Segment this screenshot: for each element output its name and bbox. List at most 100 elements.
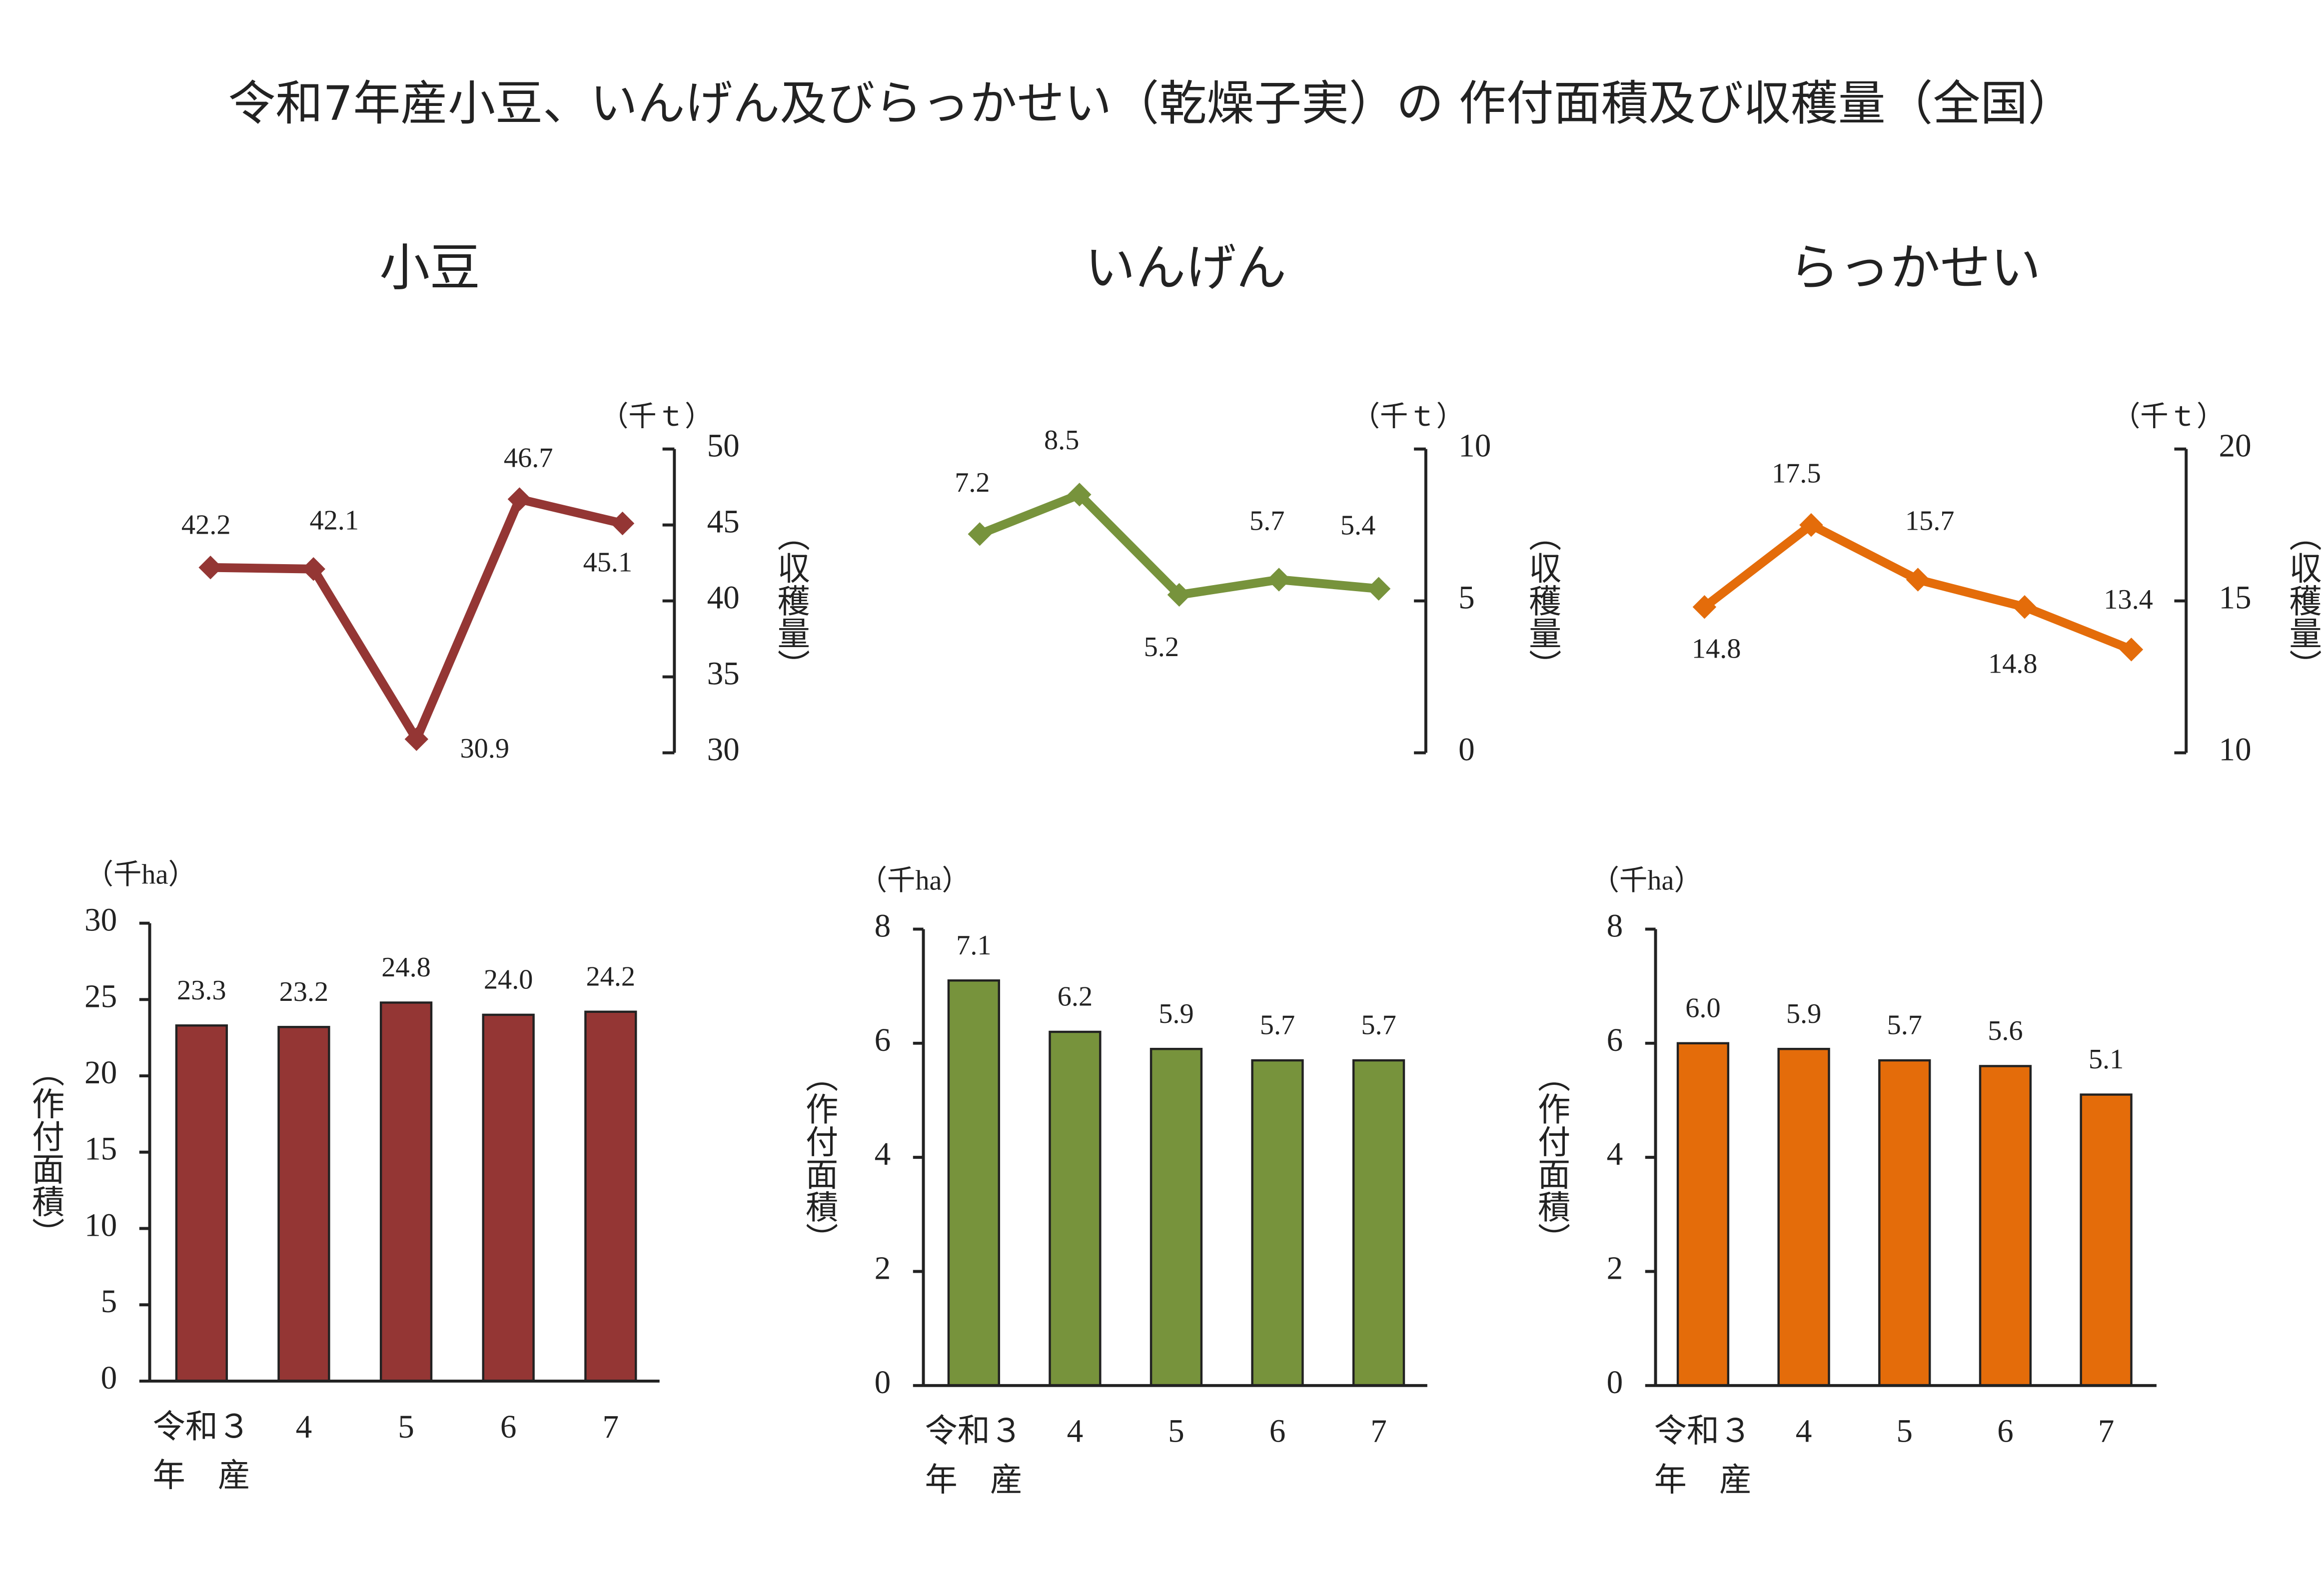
y-tick-label: 50 [707,428,740,464]
y-axis-label: （収穫量） [1523,519,1561,682]
marker [2013,595,2037,619]
x-tick-label: 6 [500,1409,517,1445]
value-label: 23.3 [177,975,226,1006]
y-unit: （千ha） [859,865,970,896]
y-unit: （千ｔ） [1352,401,1464,432]
value-label: 24.0 [484,964,533,995]
value-label: 5.1 [2089,1044,2124,1075]
value-label: 24.8 [381,952,431,983]
bar [1676,1042,1730,1387]
y-axis-label: （作付面積） [26,1054,64,1250]
y-tick-label: 30 [707,732,740,768]
y-tick-label: 45 [707,504,740,540]
y-tick-label: 0 [1607,1365,1623,1401]
y-tick-label: 20 [2219,428,2251,464]
y-tick-label: 20 [84,1055,117,1091]
y-unit: （千ｔ） [2112,401,2225,432]
bar [482,1013,535,1383]
x-tick-label: 令和３ [925,1414,1023,1450]
chart-title: らっかせい [1789,238,2041,297]
x-tick-label: 令和３ [152,1409,250,1445]
marker [1068,483,1092,507]
bar [1979,1065,2032,1387]
marker [2119,638,2144,662]
y-axis-label: （収穫量） [772,519,810,682]
y-tick-label: 25 [84,978,117,1014]
y-tick-label: 30 [84,902,117,938]
bar [2080,1093,2133,1387]
value-label: 7.2 [955,467,990,498]
value-label: 13.4 [2104,584,2153,615]
y-tick-label: 5 [1458,580,1475,616]
x-tick-label: 5 [1168,1414,1184,1450]
y-axis-label: （作付面積） [800,1059,838,1255]
y-tick-label: 4 [875,1136,891,1172]
value-label: 7.1 [956,930,991,961]
x-axis-label: 年 産 [925,1463,1023,1499]
y-tick-label: 10 [84,1207,117,1243]
x-tick-label: 4 [1067,1414,1084,1450]
y-tick-label: 35 [707,656,740,692]
value-label: 5.7 [1361,1010,1396,1041]
bar [1049,1030,1102,1387]
value-label: 45.1 [583,547,633,578]
value-label: 5.9 [1786,998,1821,1029]
bar [584,1010,637,1383]
x-tick-label: 7 [1370,1414,1387,1450]
x-tick-label: 6 [1269,1414,1286,1450]
value-label: 5.7 [1260,1010,1295,1041]
y-tick-label: 2 [875,1250,891,1286]
x-tick-label: 4 [296,1409,312,1445]
value-label: 42.1 [309,505,359,536]
bar [947,979,1001,1387]
value-label: 14.8 [1988,648,2038,679]
value-label: 42.2 [181,510,231,541]
x-tick-label: 令和３ [1654,1414,1752,1450]
y-tick-label: 15 [2219,580,2251,616]
marker [1799,513,1823,537]
value-label: 5.2 [1144,632,1179,663]
marker [1167,583,1191,607]
y-tick-label: 10 [2219,732,2251,768]
x-tick-label: 7 [602,1409,619,1445]
value-label: 5.6 [1988,1015,2023,1046]
y-tick-label: 5 [101,1284,117,1320]
marker [1906,568,1930,592]
x-tick-label: 5 [1896,1414,1913,1450]
y-tick-label: 15 [84,1131,117,1167]
chart-title: いんげん [1085,238,1286,297]
value-label: 23.2 [279,976,329,1007]
bar [1777,1047,1830,1387]
y-tick-label: 6 [1607,1022,1623,1058]
y-tick-label: 4 [1607,1136,1623,1172]
y-unit: （千ha） [1591,865,1702,896]
x-tick-label: 6 [1997,1414,2014,1450]
bar [379,1001,433,1383]
value-label: 6.0 [1685,992,1720,1023]
value-label: 8.5 [1044,425,1079,456]
bar [1251,1059,1304,1387]
y-axis-label: （作付面積） [1532,1059,1570,1255]
marker [301,557,325,581]
y-tick-label: 8 [1607,908,1623,944]
y-tick-label: 6 [875,1022,891,1058]
x-tick-label: 5 [398,1409,414,1445]
chart-title: 小豆 [379,238,480,297]
marker [1267,568,1291,592]
value-label: 14.8 [1692,634,1741,665]
value-label: 5.9 [1159,998,1193,1029]
value-label: 30.9 [460,733,509,764]
value-label: 5.7 [1887,1010,1922,1041]
x-tick-label: 4 [1796,1414,1812,1450]
y-tick-label: 8 [875,908,891,944]
main-title: 令和7年産小豆、いんげん及びらっかせい（乾燥子実）の 作付面積及び収穫量（全国） [228,76,2075,131]
value-label: 5.4 [1340,510,1375,541]
marker [610,511,635,536]
value-label: 5.7 [1249,505,1284,536]
y-tick-label: 10 [1458,428,1491,464]
x-tick-label: 7 [2098,1414,2115,1450]
y-tick-label: 2 [1607,1250,1623,1286]
y-unit: （千ｔ） [600,401,713,432]
